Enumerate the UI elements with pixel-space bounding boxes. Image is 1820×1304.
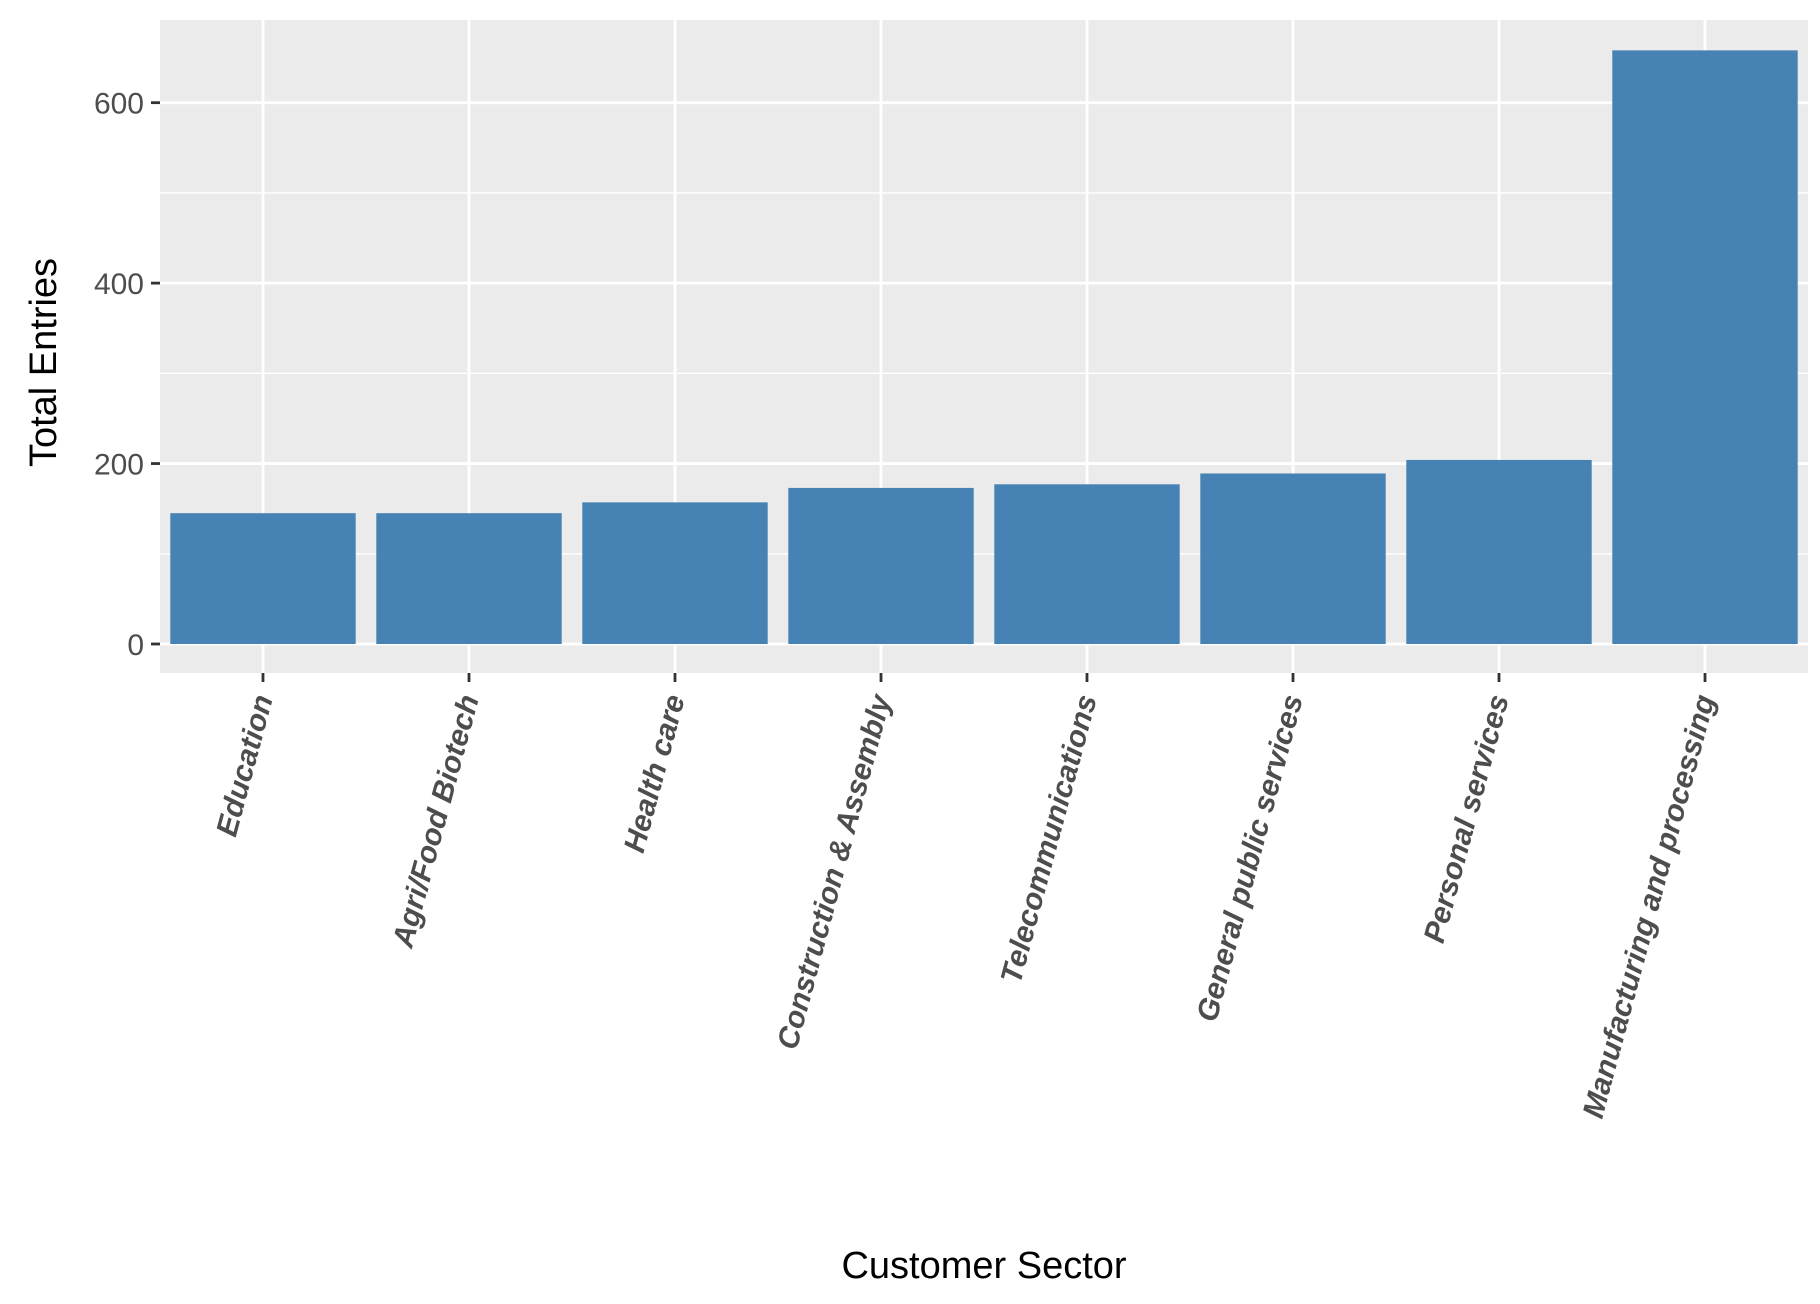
x-axis: Education Agri/Food Biotech Health care Con… (210, 673, 1722, 1122)
bar (582, 502, 768, 644)
x-tick-label: Health care (618, 691, 692, 856)
x-tick-label: General public services (1191, 691, 1310, 1025)
bar (170, 513, 356, 644)
y-tick-label: 600 (94, 88, 144, 121)
x-tick-label: Telecommunications (995, 691, 1104, 987)
bar (1612, 50, 1798, 644)
x-tick-label: Manufacturing and processing (1577, 691, 1722, 1121)
bar (994, 484, 1180, 644)
y-tick-label: 400 (94, 268, 144, 301)
bar (1200, 473, 1386, 644)
y-axis: 0 200 400 600 (94, 88, 160, 662)
x-axis-title: Customer Sector (841, 1245, 1126, 1287)
bar (788, 487, 974, 644)
y-tick-label: 0 (127, 629, 144, 662)
bar (376, 513, 562, 644)
bar (1406, 459, 1592, 644)
bars (170, 50, 1798, 644)
x-tick-label: Agri/Food Biotech (386, 691, 485, 952)
x-tick-label: Personal services (1418, 691, 1516, 946)
x-tick-label: Education (210, 691, 279, 840)
y-axis-title: Total Entries (23, 258, 65, 467)
y-tick-label: 200 (94, 449, 144, 482)
x-tick-label: Construction & Assembly (771, 690, 898, 1053)
